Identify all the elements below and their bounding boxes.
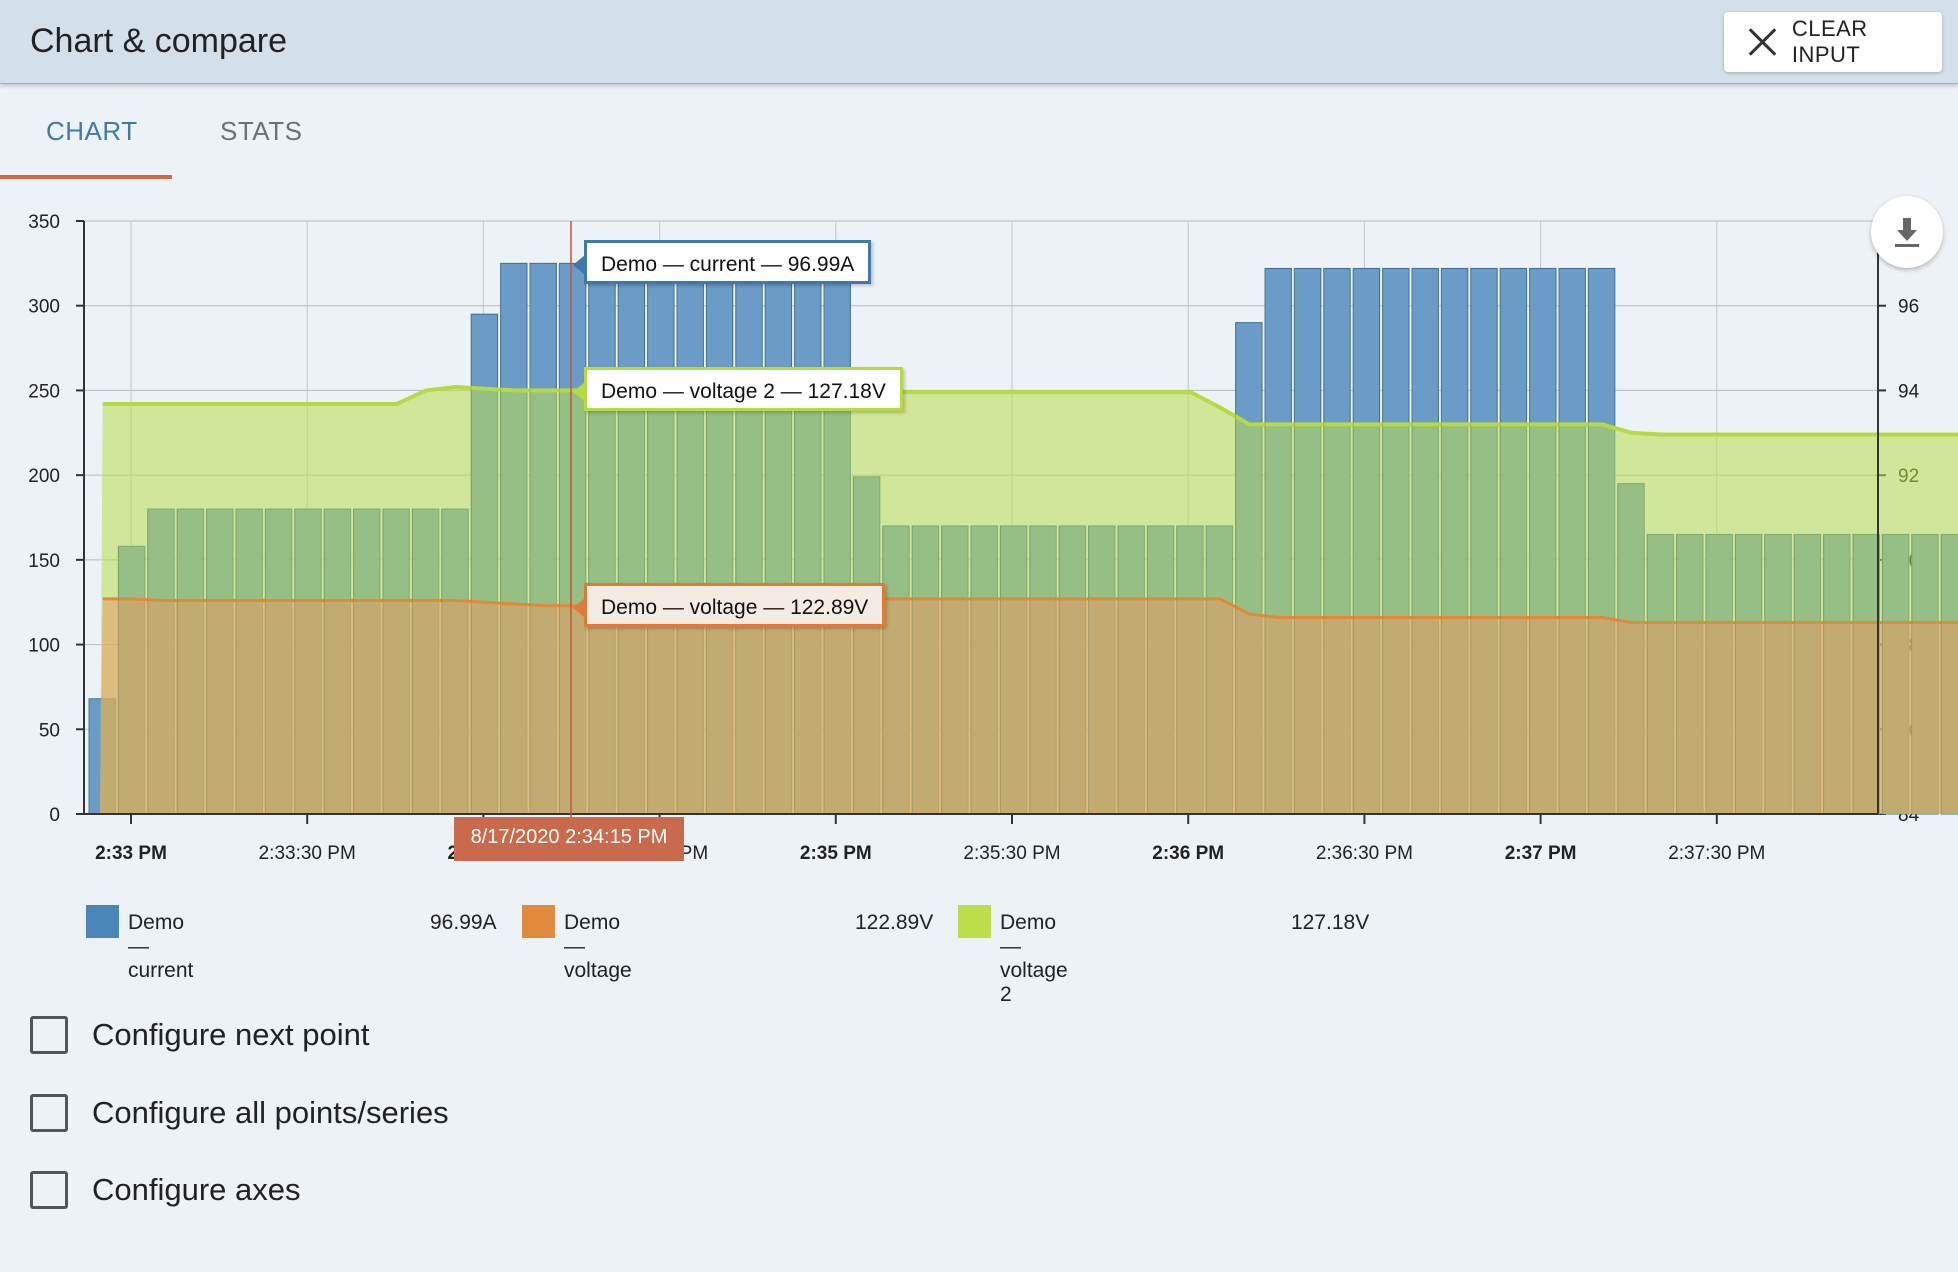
legend-name-current[interactable]: Demo — current — [128, 911, 194, 982]
clear-input-button[interactable]: CLEAR INPUT — [1724, 12, 1942, 72]
legend-name-voltage-2[interactable]: Demo — voltage 2 — [1000, 911, 1068, 1006]
app-header: Chart & compare CLEAR INPUT — [0, 0, 1958, 84]
x-axis-tick-label: 2:35:30 PM — [963, 843, 1060, 864]
left-axis-tick-label: 250 — [28, 381, 60, 402]
voltage-2-line — [102, 385, 1958, 437]
left-axis-tick-label: 100 — [28, 636, 60, 657]
config-next-point-checkbox[interactable]: Configure next point — [30, 1015, 369, 1055]
clear-input-label: CLEAR INPUT — [1791, 16, 1868, 67]
x-axis-tick-label: 2:33 PM — [95, 843, 167, 864]
left-axis-tick-label: 0 — [49, 805, 60, 826]
tab-stats[interactable]: STATS — [220, 116, 303, 146]
legend-value-voltage-2: 127.18V — [1291, 911, 1370, 934]
legend-swatch-voltage — [522, 905, 555, 938]
x-axis-tick-label: 2:36 PM — [1152, 843, 1224, 864]
left-axis-tick-label: 150 — [28, 551, 60, 572]
close-icon — [1746, 26, 1778, 58]
left-axis-tick-label: 50 — [39, 720, 60, 741]
hover-time-label: 8/17/2020 2:34:15 PM — [454, 817, 684, 861]
download-button[interactable] — [1871, 196, 1943, 268]
legend-value-voltage: 122.89V — [855, 911, 934, 934]
legend-name-voltage[interactable]: Demo — voltage — [564, 911, 632, 982]
legend-swatch-voltage-2 — [958, 905, 991, 938]
checkbox[interactable] — [30, 1171, 68, 1209]
x-axis-tick-label: 2:37:30 PM — [1668, 843, 1765, 864]
voltage-area — [100, 598, 1958, 814]
tab-chart[interactable]: CHART — [46, 116, 138, 146]
checkbox[interactable] — [30, 1016, 68, 1054]
x-axis-tick-label: 2:36:30 PM — [1316, 843, 1413, 864]
tooltip-current: Demo — current — 96.99A — [572, 240, 872, 284]
right-axis-tick-label: 96 — [1898, 297, 1919, 318]
checkbox[interactable] — [30, 1094, 68, 1132]
config-axes-label: Configure axes — [92, 1172, 301, 1207]
page-title: Chart & compare — [30, 22, 287, 60]
tooltip-voltage: Demo — voltage — 122.89V — [572, 583, 886, 627]
active-tab-indicator — [0, 175, 172, 179]
right-axis-tick-label: 94 — [1898, 381, 1920, 402]
tooltip-voltage-2: Demo — voltage 2 — 127.18V — [573, 367, 903, 411]
legend-value-current: 96.99A — [430, 911, 497, 934]
config-all-points-label: Configure all points/series — [92, 1095, 449, 1130]
x-axis-tick-label: 2:33:30 PM — [259, 843, 356, 864]
config-all-points-checkbox[interactable]: Configure all points/series — [30, 1093, 449, 1133]
x-axis-tick-label: 2:35 PM — [800, 843, 872, 864]
chart-area[interactable]: 0 50 100 150 200 250 300 350 2:33 PM 2:33:30 PM 2:… — [0, 195, 1958, 885]
legend-swatch-current — [86, 905, 119, 938]
left-axis-tick-label: 300 — [28, 297, 60, 318]
x-axis-tick-label: 2:37 PM — [1505, 843, 1577, 864]
voltage-line — [102, 597, 1958, 625]
config-axes-checkbox[interactable]: Configure axes — [30, 1170, 301, 1210]
download-icon — [1895, 218, 1919, 247]
left-axis-tick-label: 200 — [28, 466, 60, 487]
left-axis-tick-label: 350 — [28, 212, 60, 233]
config-next-point-label: Configure next point — [92, 1017, 370, 1052]
